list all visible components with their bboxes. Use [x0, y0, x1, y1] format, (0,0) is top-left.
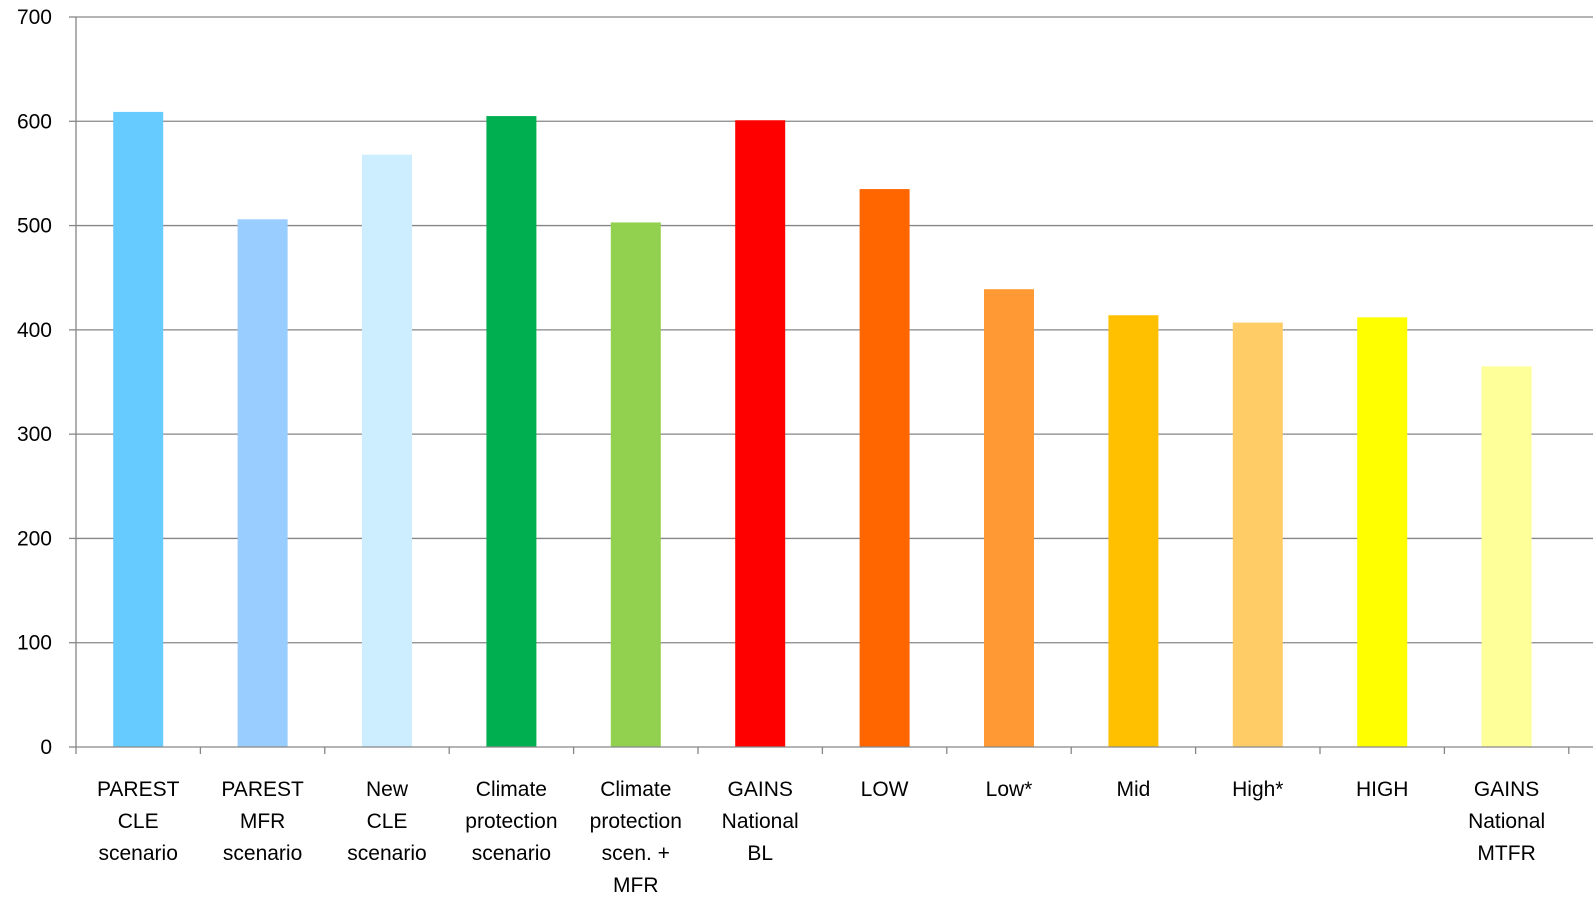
x-category-label: GAINS National MTFR	[1468, 778, 1545, 865]
x-category-label-line: PAREST	[97, 778, 180, 801]
axes	[69, 16, 1593, 754]
y-tick-label: 300	[17, 423, 52, 446]
x-category-label: Mid	[1116, 778, 1150, 801]
x-category-label-line: MFR	[240, 810, 286, 833]
x-category-label: Climate protection scenario	[465, 778, 557, 865]
x-category-label: LOW	[861, 778, 909, 801]
x-category-label: Climate protection scen. + MFR	[590, 778, 682, 897]
bar	[984, 289, 1034, 747]
x-category-label-line: scenario	[99, 842, 178, 865]
bars	[113, 111, 1532, 748]
bar	[1481, 366, 1532, 747]
x-category-label-line: scen. +	[602, 842, 670, 865]
x-category-label-line: scenario	[347, 842, 426, 865]
x-category-label-line: protection	[590, 810, 682, 833]
x-category-label: PAREST CLE scenario	[97, 778, 180, 865]
y-tick-label: 400	[17, 319, 52, 342]
x-category-label-line: CLE	[118, 810, 159, 833]
x-category-label-line: PAREST	[221, 778, 304, 801]
x-category-label-line: MFR	[613, 874, 659, 897]
x-category-label-line: BL	[747, 842, 773, 865]
x-category-label-line: scenario	[223, 842, 302, 865]
x-category-label-line: scenario	[472, 842, 551, 865]
x-category-label: PAREST MFR scenario	[221, 778, 304, 865]
x-category-label-line: LOW	[861, 778, 909, 801]
x-category-label-line: MTFR	[1477, 842, 1535, 865]
x-category-label-line: GAINS	[728, 778, 793, 801]
y-tick-label: 500	[17, 215, 52, 238]
x-category-label: High*	[1232, 778, 1283, 801]
x-category-label-line: CLE	[367, 810, 408, 833]
x-category-label-line: National	[1468, 810, 1545, 833]
bar	[1232, 322, 1283, 747]
x-category-label-line: protection	[465, 810, 557, 833]
bar	[237, 219, 288, 748]
y-tick-labels: 0 100 200 300 400 500 600 700	[17, 6, 52, 759]
bar	[1357, 317, 1408, 747]
bar	[859, 189, 910, 748]
y-tick-label: 0	[40, 736, 52, 759]
x-category-label-line: GAINS	[1474, 778, 1539, 801]
x-category-label-line: Climate	[476, 778, 547, 801]
bar	[486, 116, 537, 748]
x-category-label-line: Mid	[1116, 778, 1150, 801]
x-category-label: HIGH	[1356, 778, 1409, 801]
x-category-label-line: National	[722, 810, 799, 833]
x-category-label-line: High*	[1232, 778, 1283, 801]
x-category-label: Low*	[986, 778, 1033, 801]
y-tick-label: 200	[17, 527, 52, 550]
x-category-label: New CLE scenario	[347, 778, 426, 865]
x-category-label-line: New	[366, 778, 409, 801]
bar	[735, 120, 786, 747]
bar	[610, 222, 661, 747]
x-category-label-line: Climate	[600, 778, 671, 801]
x-category-label-line: HIGH	[1356, 778, 1409, 801]
bar	[362, 154, 412, 747]
x-category-label-line: Low*	[986, 778, 1033, 801]
gridlines	[76, 16, 1593, 644]
y-tick-label: 700	[17, 6, 52, 29]
y-tick-label: 100	[17, 632, 52, 655]
bar	[1108, 315, 1159, 747]
y-tick-label: 600	[17, 110, 52, 133]
bar	[113, 111, 164, 747]
x-category-labels: PAREST CLE scenario PAREST MFR scenario New CLE…	[97, 778, 1545, 897]
x-category-label: GAINS National BL	[722, 778, 799, 865]
